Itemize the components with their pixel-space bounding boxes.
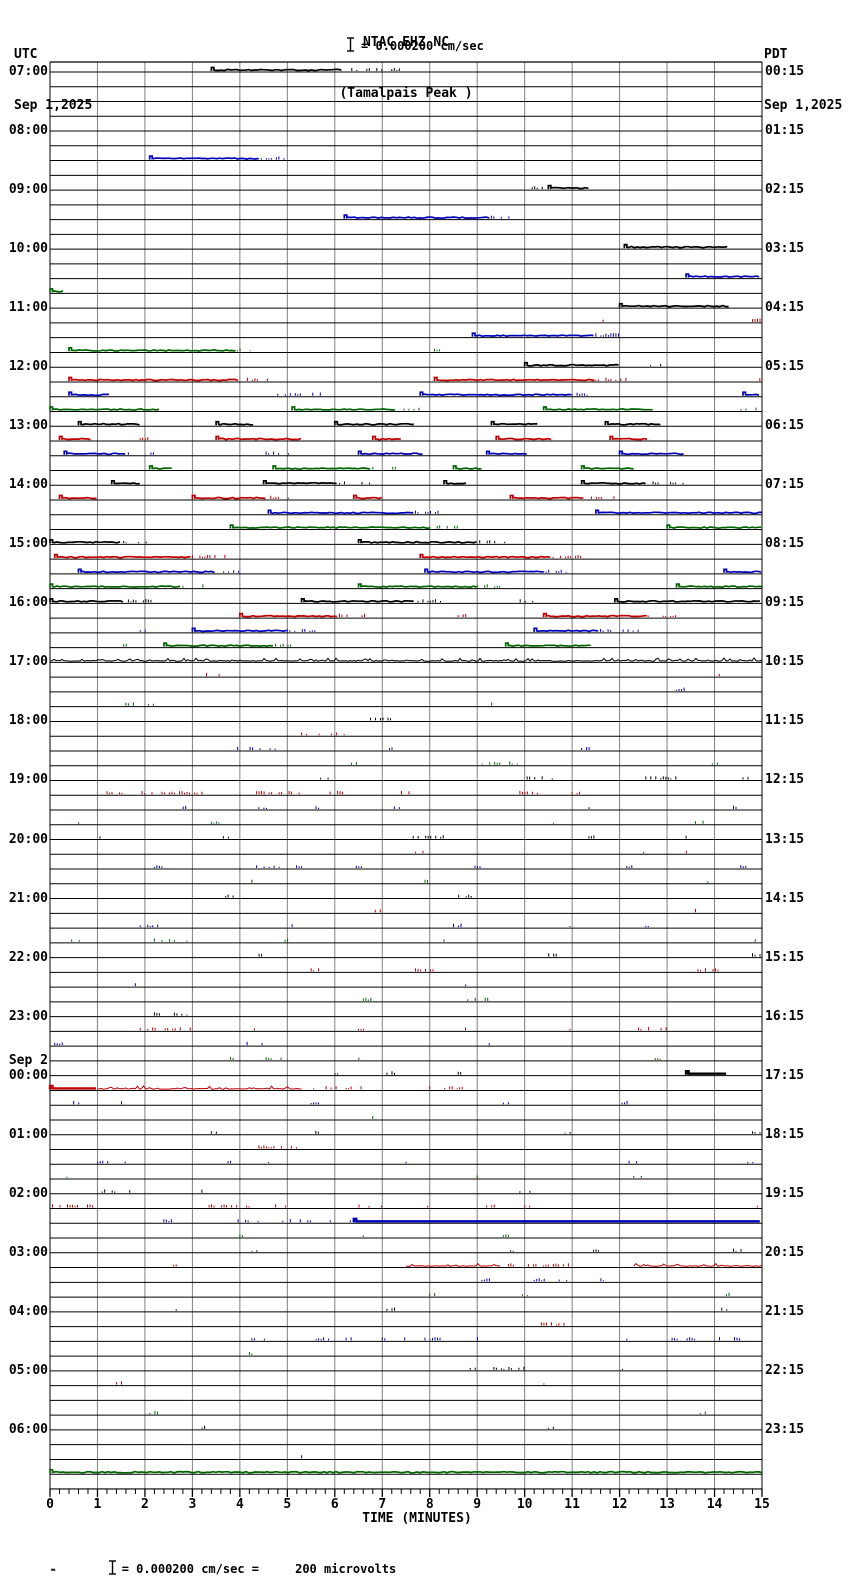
utc-time-label: 04:00: [8, 1303, 48, 1319]
x-tick-label: 1: [94, 1497, 102, 1512]
utc-header: UTC Sep 1,2025: [14, 12, 92, 148]
x-tick-label: 3: [188, 1497, 196, 1512]
footer-scale-note: = 0.000200 cm/sec = 200 microvolts: [8, 1545, 396, 1584]
utc-time-label: 18:00: [8, 713, 48, 729]
x-tick-label: 0: [46, 1497, 54, 1512]
x-tick-label: 2: [141, 1497, 149, 1512]
x-tick-label: 7: [378, 1497, 386, 1512]
pdt-header: PDT Sep 1,2025: [764, 12, 842, 148]
utc-time-label: 05:00: [8, 1362, 48, 1378]
pdt-time-label: 12:15: [765, 772, 805, 788]
utc-time-label: 09:00: [8, 182, 48, 198]
utc-date: Sep 1,2025: [14, 98, 93, 113]
pdt-time-label: 00:15: [765, 64, 805, 79]
pdt-time-label: 04:15: [765, 300, 805, 316]
scale-text: = 0.000200 cm/sec: [361, 39, 484, 53]
pdt-time-label: 20:15: [765, 1244, 805, 1260]
x-tick-label: 5: [283, 1497, 291, 1512]
pdt-time-label: 11:15: [765, 713, 805, 729]
scale-bar-icon: [64, 1545, 116, 1584]
utc-time-label: 21:00: [8, 890, 48, 906]
x-tick-label: 11: [564, 1497, 580, 1512]
utc-time-label: 13:00: [8, 418, 48, 434]
pdt-time-label: 13:15: [765, 831, 805, 847]
scale-bar-icon: [346, 36, 355, 56]
station-name: (Tamalpais Peak ): [339, 86, 473, 101]
pdt-time-label: 08:15: [765, 536, 805, 552]
amplitude-scale: = 0.000200 cm/sec: [346, 36, 484, 56]
pdt-time-label: 21:15: [765, 1303, 805, 1319]
pdt-label: PDT: [764, 47, 788, 62]
utc-time-label: 12:00: [8, 359, 48, 375]
utc-time-label: 16:00: [8, 595, 48, 611]
x-tick-label: 15: [754, 1497, 770, 1512]
utc-time-label: 20:00: [8, 831, 48, 847]
x-tick-label: 9: [473, 1497, 481, 1512]
x-tick-label: 14: [707, 1497, 723, 1512]
pdt-time-label: 10:15: [765, 654, 805, 670]
utc-label: UTC: [14, 47, 38, 62]
pdt-date: Sep 1,2025: [764, 98, 843, 113]
pdt-time-label: 07:15: [765, 477, 805, 493]
utc-time-label: 02:00: [8, 1185, 48, 1201]
x-axis-label: TIME (MINUTES): [362, 1511, 472, 1526]
utc-time-label: 14:00: [8, 477, 48, 493]
pdt-time-label: 05:15: [765, 359, 805, 375]
pdt-time-label: 01:15: [765, 123, 805, 139]
utc-time-label: 03:00: [8, 1244, 48, 1260]
utc-time-label: 08:00: [8, 123, 48, 139]
utc-time-label: 23:00: [8, 1008, 48, 1024]
x-tick-label: 13: [659, 1497, 675, 1512]
utc-time-label: 22:00: [8, 949, 48, 965]
pdt-time-label: 15:15: [765, 949, 805, 965]
pdt-time-label: 14:15: [765, 890, 805, 906]
x-tick-label: 4: [236, 1497, 244, 1512]
small-glyph: [8, 1548, 59, 1584]
utc-time-label: 06:00: [8, 1421, 48, 1437]
x-tick-label: 8: [426, 1497, 434, 1512]
pdt-time-label: 22:15: [765, 1362, 805, 1378]
pdt-time-label: 23:15: [765, 1421, 805, 1437]
x-tick-label: 6: [331, 1497, 339, 1512]
x-tick-label: 10: [517, 1497, 533, 1512]
footer-scale-text: = 0.000200 cm/sec = 200 microvolts: [121, 1562, 397, 1576]
utc-time-label: 15:00: [8, 536, 48, 552]
pdt-time-label: 19:15: [765, 1185, 805, 1201]
utc-time-label: 11:00: [8, 300, 48, 316]
title-block: NTAC EHZ NC (Tamalpais Peak ): [0, 0, 812, 136]
utc-time-label: 01:00: [8, 1126, 48, 1142]
pdt-time-label: 09:15: [765, 595, 805, 611]
utc-time-label: 10:00: [8, 241, 48, 257]
pdt-time-label: 16:15: [765, 1008, 805, 1024]
utc-time-label: 17:00: [8, 654, 48, 670]
station-code: NTAC EHZ NC: [362, 35, 450, 50]
utc-time-label: Sep 2 00:00: [8, 1052, 48, 1083]
pdt-time-label: 17:15: [765, 1067, 805, 1083]
pdt-time-label: 03:15: [765, 241, 805, 257]
utc-time-label: 19:00: [8, 772, 48, 788]
pdt-time-label: 18:15: [765, 1126, 805, 1142]
pdt-time-label: 06:15: [765, 418, 805, 434]
x-tick-label: 12: [612, 1497, 628, 1512]
utc-time-label: 07:00: [8, 64, 48, 79]
pdt-time-label: 02:15: [765, 182, 805, 198]
